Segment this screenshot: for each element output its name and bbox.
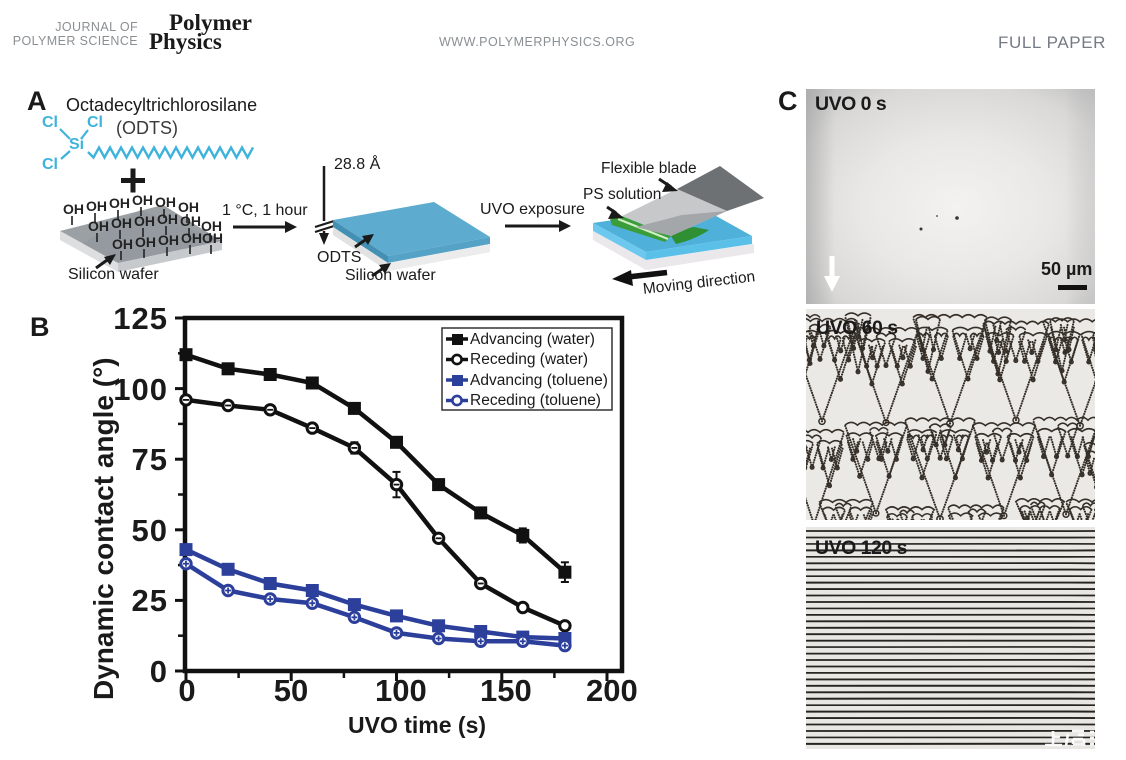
svg-text:OH: OH xyxy=(63,201,84,217)
svg-text:OH: OH xyxy=(178,199,199,215)
svg-text:OH: OH xyxy=(181,230,202,246)
svg-text:OH: OH xyxy=(202,230,223,246)
svg-text:OH: OH xyxy=(111,215,132,231)
svg-text:OH: OH xyxy=(180,213,201,229)
svg-text:OH: OH xyxy=(109,195,130,211)
svg-text:OH: OH xyxy=(155,194,176,210)
svg-text:OH: OH xyxy=(112,236,133,252)
svg-text:OH: OH xyxy=(135,234,156,250)
svg-text:OH: OH xyxy=(201,218,222,234)
svg-text:OH: OH xyxy=(158,232,179,248)
svg-text:OH: OH xyxy=(88,218,109,234)
svg-text:OH: OH xyxy=(157,211,178,227)
svg-text:OH: OH xyxy=(86,198,107,214)
svg-text:OH: OH xyxy=(134,213,155,229)
svg-text:OH: OH xyxy=(132,192,153,208)
